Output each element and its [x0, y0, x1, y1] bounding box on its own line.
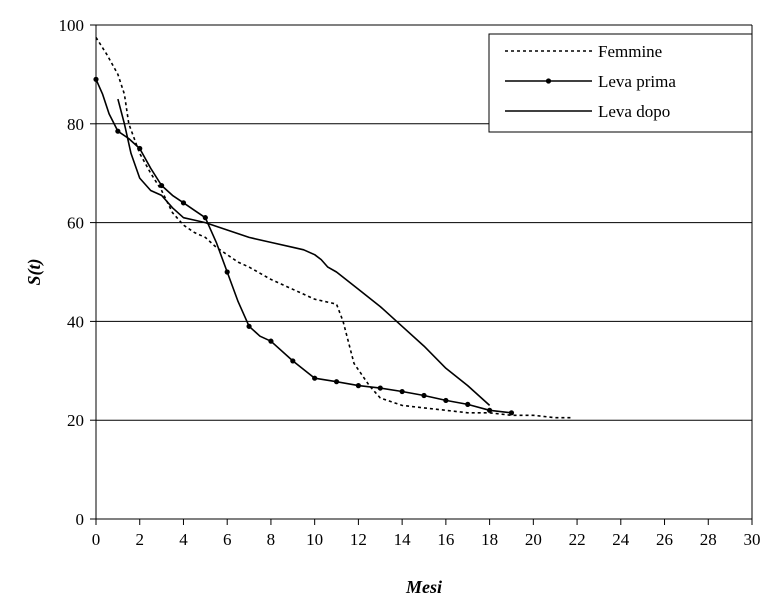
series-line-2: [95, 78, 512, 414]
series-marker: [487, 407, 493, 413]
series-marker: [355, 383, 361, 389]
legend-label-3: Leva dopo: [598, 102, 670, 121]
series-marker: [333, 379, 340, 385]
y-tick-label: 0: [76, 510, 85, 529]
series-marker: [443, 397, 449, 404]
series-line-3: [117, 98, 491, 406]
legend-label-2: Leva prima: [598, 72, 676, 91]
x-tick-label: 10: [306, 530, 323, 549]
series-marker: [421, 392, 427, 399]
x-tick-label: 12: [350, 530, 367, 549]
axes: [95, 24, 753, 520]
series-marker: [508, 410, 515, 416]
x-tick-label: 18: [481, 530, 498, 549]
series-marker: [202, 215, 208, 221]
x-tick-label: 26: [656, 530, 673, 549]
series-marker: [224, 269, 230, 275]
x-axis-title: Mesi: [405, 577, 442, 597]
x-tick-label: 0: [92, 530, 101, 549]
legend: Femmine Leva prima Leva dopo: [488, 33, 753, 133]
series-marker: [268, 338, 274, 344]
x-tick-label: 8: [267, 530, 276, 549]
series-marker: [115, 128, 121, 134]
legend-box: [488, 33, 753, 133]
legend-label-1: Femmine: [598, 42, 662, 61]
y-tick-label: 60: [67, 214, 84, 233]
series-line-1: [95, 36, 573, 419]
y-tick-label: 20: [67, 411, 84, 430]
y-tick-label: 40: [67, 312, 84, 331]
series-lines: [93, 36, 573, 419]
series-marker: [93, 76, 99, 82]
series-marker: [137, 145, 143, 152]
series-marker: [159, 182, 165, 189]
series-marker: [180, 200, 187, 206]
series-marker: [246, 323, 252, 329]
y-tick-label: 100: [59, 16, 85, 35]
x-tick-label: 20: [525, 530, 542, 549]
x-tick-label: 30: [744, 530, 761, 549]
series-marker: [399, 388, 405, 395]
x-tick-label: 28: [700, 530, 717, 549]
x-tick-label: 22: [569, 530, 586, 549]
series-marker: [465, 401, 471, 407]
y-axis-title: S(t): [24, 259, 45, 286]
x-tick-label: 6: [223, 530, 232, 549]
x-tick-label: 14: [394, 530, 412, 549]
x-tick-label: 4: [179, 530, 188, 549]
series-marker: [290, 358, 296, 364]
x-tick-label: 2: [135, 530, 144, 549]
x-tick-label: 24: [612, 530, 630, 549]
series-marker: [377, 385, 383, 391]
y-tick-label: 80: [67, 115, 84, 134]
legend-marker: [545, 78, 552, 84]
x-tick-label: 16: [437, 530, 454, 549]
series-marker: [312, 375, 318, 381]
